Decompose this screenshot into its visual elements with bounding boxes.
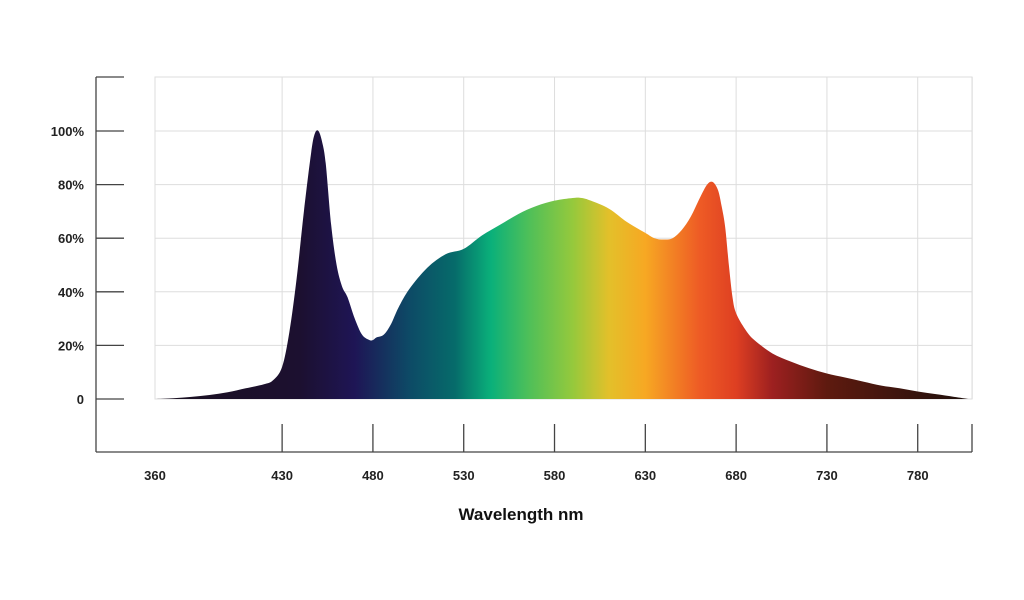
x-tick-labels: 360 430 480 530 580 630 680 730 780 — [144, 468, 928, 483]
y-tick-label: 100% — [51, 124, 85, 139]
y-tick-labels: 0 20% 40% 60% 80% 100% — [51, 124, 85, 407]
x-tick-label: 530 — [453, 468, 475, 483]
x-tick-label: 480 — [362, 468, 384, 483]
x-tick-label: 360 — [144, 468, 166, 483]
y-tick-label: 0 — [77, 392, 84, 407]
spectrum-area — [155, 130, 969, 400]
x-tick-label: 430 — [271, 468, 293, 483]
x-tick-label: 780 — [907, 468, 929, 483]
x-tick-label: 580 — [544, 468, 566, 483]
y-tick-label: 80% — [58, 178, 84, 193]
y-tick-label: 60% — [58, 231, 84, 246]
y-tick-label: 20% — [58, 338, 84, 353]
x-tick-label: 730 — [816, 468, 838, 483]
spectrum-area-group — [155, 130, 969, 400]
x-tick-label: 680 — [725, 468, 747, 483]
x-axis-title: Wavelength nm — [459, 505, 584, 524]
axes — [95, 76, 973, 453]
y-tick-label: 40% — [58, 285, 84, 300]
x-tick-label: 630 — [634, 468, 656, 483]
